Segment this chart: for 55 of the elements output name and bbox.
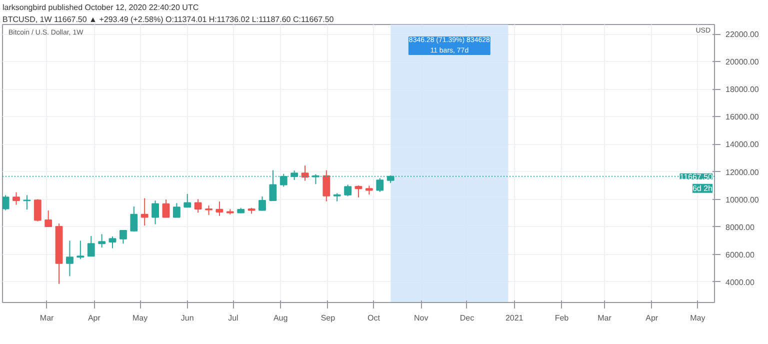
candlestick: [205, 204, 212, 216]
y-tick-label: 16000.00: [726, 112, 760, 122]
candlestick: [34, 198, 42, 222]
x-tick-label: Dec: [460, 314, 474, 322]
candlestick: [194, 198, 202, 214]
x-tick-label: Jul: [228, 314, 239, 322]
x-tick-label: Feb: [554, 314, 570, 322]
y-tick-label: 14000.00: [726, 140, 760, 150]
candlestick: [2, 194, 10, 211]
candlestick: [344, 184, 352, 197]
x-tick-label: Aug: [273, 314, 288, 322]
x-tick-label: Mar: [598, 314, 612, 322]
x-tick-label: Sep: [320, 314, 336, 322]
candlestick: [130, 206, 138, 232]
y-tick-label: 8000.00: [726, 222, 755, 232]
candlestick: [216, 200, 224, 216]
y-tick-label: 12000.00: [726, 168, 760, 177]
candlestick: [184, 193, 192, 208]
candlestick: [12, 192, 20, 206]
candlestick: [322, 170, 330, 202]
x-tick-label: Oct: [368, 314, 381, 322]
candlestick: [76, 240, 84, 260]
y-tick-label: 6000.00: [726, 250, 755, 260]
candlestick: [172, 202, 180, 218]
x-tick-label: 2021: [505, 314, 524, 322]
candlestick: [301, 165, 309, 182]
candlestick: [376, 178, 384, 192]
candlestick: [87, 236, 95, 257]
candlestick: [66, 240, 74, 277]
chart-subtitle: BTCUSD, 1W 11667.50 ▲ +293.49 (+2.58%) O:11374.01 H:11736.02 L:11187.60 C:11667.50: [2, 15, 334, 24]
y-tick-label: 10000.00: [726, 195, 760, 204]
x-tick-label: May: [690, 314, 706, 322]
x-tick-label: Jun: [180, 314, 194, 322]
x-tick-label: Mar: [40, 314, 54, 322]
candlestick: [152, 200, 159, 225]
annotation: 6d 2h: [692, 184, 713, 193]
candlestick: [23, 194, 31, 210]
x-tick-label: Nov: [414, 314, 428, 322]
candlestick: [119, 230, 127, 244]
y-tick-label: 4000.00: [726, 278, 755, 287]
candlestick: [44, 210, 52, 228]
ref-line-label: 11667.50: [680, 172, 714, 182]
x-tick-label: May: [132, 314, 148, 322]
y-tick-label: 18000.00: [726, 85, 760, 94]
x-tick-label: Apr: [88, 314, 101, 322]
y-tick-label: 20000.00: [726, 58, 760, 67]
candlestick: [140, 198, 148, 226]
candlestick: [354, 185, 362, 198]
chart-title: larksongbird published October 12, 2020 22:40:20 UTC: [2, 3, 199, 12]
candlestick: [162, 199, 170, 218]
candlestick: [258, 196, 266, 212]
candlestick: [108, 236, 116, 249]
y-tick-label: 22000.00: [726, 30, 760, 40]
x-tick-label: Apr: [646, 314, 658, 322]
candlestick: [98, 234, 106, 248]
